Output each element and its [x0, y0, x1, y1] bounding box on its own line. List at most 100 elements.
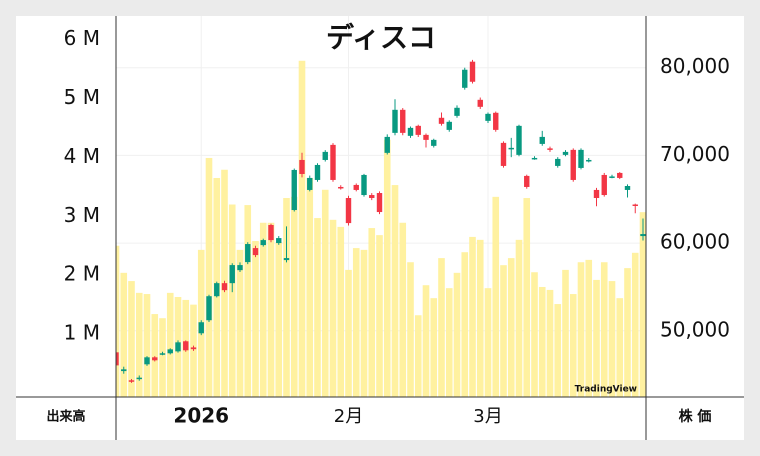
candle-body — [128, 380, 135, 382]
candle-body — [229, 265, 235, 284]
candle-body — [400, 109, 406, 133]
candle-body — [485, 113, 491, 121]
candle-body — [353, 184, 359, 190]
volume-bar — [345, 269, 352, 397]
volume-tick-label: 2 M — [64, 262, 100, 286]
volume-bar — [116, 245, 120, 397]
candle-body — [609, 176, 615, 178]
candle-body — [454, 107, 460, 116]
volume-bar — [283, 198, 290, 397]
volume-bar — [569, 294, 577, 397]
candle-body — [206, 296, 212, 321]
candle-body — [462, 69, 468, 88]
price-axis-label: 株 価 — [679, 408, 712, 425]
candle-body — [431, 139, 437, 146]
volume-bar — [507, 258, 515, 397]
volume-bar — [600, 262, 608, 397]
volume-bar — [314, 218, 321, 397]
volume-bar — [128, 281, 135, 397]
volume-bar — [298, 60, 306, 397]
volume-bar — [244, 205, 252, 397]
candle-body — [121, 369, 127, 372]
volume-bar — [562, 269, 569, 397]
candle-body — [570, 149, 576, 180]
candle-body — [624, 186, 631, 190]
candle-body — [376, 193, 383, 213]
volume-bar — [267, 222, 275, 397]
candle-layer — [116, 59, 646, 383]
volume-bar — [151, 314, 159, 397]
candle-body — [245, 244, 251, 263]
volume-bar — [438, 258, 445, 397]
volume-axis-label: 出来高 — [46, 409, 85, 425]
volume-bar — [228, 204, 236, 397]
candle-body — [500, 142, 507, 166]
volume-bar — [531, 272, 538, 397]
price-tick-label: 80,000 — [660, 54, 730, 78]
candle-body — [539, 136, 545, 144]
candle-body — [477, 99, 483, 107]
x-tick-label: 2月 — [334, 406, 363, 427]
volume-bar — [624, 268, 631, 397]
x-tick-label: 3月 — [473, 406, 502, 427]
volume-bar — [608, 281, 616, 397]
volume-bar — [337, 226, 345, 397]
volume-bar — [368, 228, 376, 397]
candle-body — [307, 177, 313, 190]
candle-body — [291, 169, 297, 211]
volume-bar — [515, 239, 523, 397]
volume-bar — [500, 265, 507, 397]
volume-bar — [259, 222, 267, 397]
candle-body — [136, 377, 142, 380]
candle-body — [221, 283, 228, 291]
candle-body — [322, 151, 328, 160]
volume-bar — [120, 272, 128, 397]
candle-body — [640, 234, 646, 237]
volume-bar — [476, 239, 484, 397]
candle-body — [446, 121, 452, 130]
volume-bar — [616, 298, 624, 397]
volume-bar — [376, 235, 383, 397]
volume-bar — [321, 189, 329, 397]
candle-body — [593, 189, 600, 199]
volume-bar — [414, 315, 422, 397]
volume-bar — [329, 219, 337, 397]
volume-bar — [143, 294, 151, 397]
volume-bar — [236, 249, 244, 397]
candle-body — [260, 240, 266, 246]
candle-body — [423, 134, 429, 140]
candle-body — [578, 149, 584, 168]
volume-bar — [306, 177, 314, 397]
candle-body — [252, 248, 259, 256]
price-tick-label: 60,000 — [660, 230, 730, 254]
volume-bar — [352, 248, 360, 397]
watermark: TradingView — [575, 385, 637, 395]
candle-body — [508, 147, 514, 150]
candle-body — [384, 136, 390, 153]
volume-bar — [422, 285, 430, 397]
candle-body — [183, 341, 189, 351]
candle-body — [159, 353, 166, 355]
candle-body — [214, 283, 220, 297]
volume-tick-label: 4 M — [64, 144, 100, 168]
candle-body — [116, 352, 119, 366]
volume-bar — [252, 241, 259, 397]
candle-body — [345, 198, 352, 224]
candle-body — [524, 175, 530, 187]
volume-bar — [523, 198, 531, 397]
chart-title: ディスコ — [326, 21, 436, 54]
volume-bar — [135, 292, 143, 397]
candle-body — [369, 195, 375, 199]
volume-bar — [492, 196, 500, 397]
candle-body — [361, 174, 367, 196]
candle-body — [144, 357, 150, 365]
volume-bar — [445, 288, 453, 397]
volume-bar — [453, 272, 461, 397]
candle-body — [198, 322, 204, 334]
candle-body — [531, 157, 538, 160]
candle-body — [237, 265, 243, 271]
candle-body — [268, 225, 274, 241]
candle-body — [175, 342, 181, 352]
